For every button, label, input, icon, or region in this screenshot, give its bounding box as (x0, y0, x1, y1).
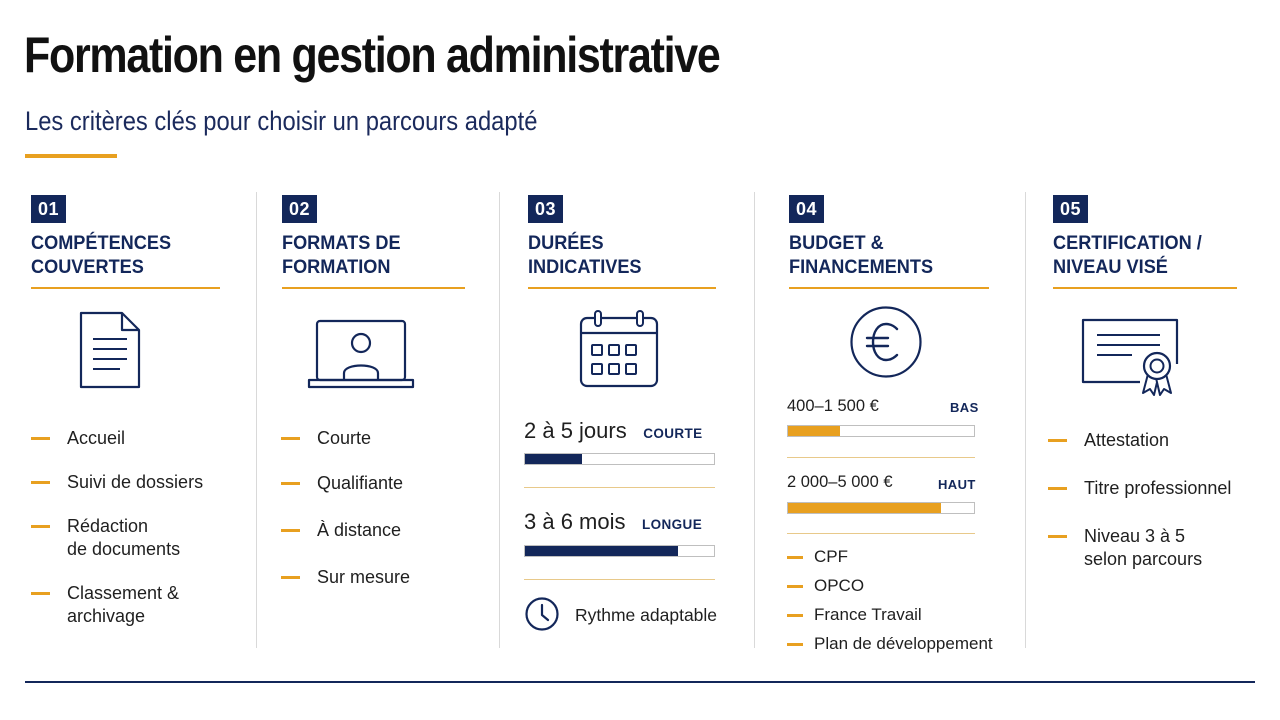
page-subtitle: Les critères clés pour choisir un parcou… (25, 106, 538, 136)
column-number: 02 (282, 195, 318, 223)
column-title: BUDGET & FINANCEMENTS (789, 232, 934, 278)
laptop-user-icon (307, 319, 415, 389)
column-formats: 02 FORMATS DE FORMATION (282, 195, 409, 279)
separator (787, 457, 975, 458)
duration-short: 2 à 5 jours COURTE (524, 418, 703, 444)
column-divider (754, 192, 755, 648)
list-item: Niveau 3 à 5 (1048, 525, 1231, 548)
title-accent-line (25, 154, 117, 158)
column-divider (256, 192, 257, 648)
budget-high-tag: HAUT (938, 477, 976, 492)
list-item-continuation: archivage (67, 606, 146, 626)
budget-high-bar (787, 502, 975, 514)
euro-icon (850, 306, 922, 378)
separator (524, 579, 715, 580)
competences-list: Accueil Suivi de dossiers Rédaction de d… (31, 427, 203, 628)
list-item: À distance (281, 519, 410, 542)
bar-fill (525, 454, 582, 464)
list-item: Sur mesure (281, 566, 410, 589)
duration-tag: LONGUE (641, 517, 703, 532)
column-durees: 03 DURÉES INDICATIVES (528, 195, 650, 279)
formats-list: Courte Qualifiante À distance Sur mesure (281, 427, 410, 589)
bar-fill (525, 546, 679, 556)
column-number: 04 (789, 195, 825, 223)
duration-value: 3 à 6 mois (524, 509, 626, 534)
list-item-continuation: de documents (67, 539, 181, 559)
clock-icon (525, 597, 559, 631)
duration-value: 2 à 5 jours (524, 418, 627, 443)
funding-list: CPF OPCO France Travail Plan de développ… (787, 542, 993, 658)
budget-high-range: 2 000–5 000 € (787, 473, 893, 491)
list-item: Suivi de dossiers (31, 471, 203, 494)
column-title: CERTIFICATION / NIVEAU VISÉ (1053, 232, 1202, 278)
column-rule (1053, 287, 1237, 289)
rhythm-label: Rythme adaptable (575, 605, 718, 625)
column-rule (282, 287, 465, 289)
bottom-rule (25, 681, 1255, 683)
list-item: Rédaction (31, 515, 203, 538)
duration-long-bar (524, 545, 715, 557)
column-divider (1025, 192, 1026, 648)
duration-short-bar (524, 453, 715, 465)
list-item: Plan de développement (787, 629, 993, 658)
budget-low-bar (787, 425, 975, 437)
budget-low-tag: BAS (950, 400, 979, 415)
column-number: 01 (31, 195, 67, 223)
list-item: Classement & (31, 582, 203, 605)
column-competences: 01 COMPÉTENCES COUVERTES (31, 195, 182, 279)
list-item: Courte (281, 427, 410, 450)
list-item-continuation: selon parcours (1084, 549, 1203, 569)
column-number: 05 (1053, 195, 1089, 223)
list-item: Titre professionnel (1048, 477, 1231, 500)
column-budget: 04 BUDGET & FINANCEMENTS (789, 195, 944, 279)
bar-fill (788, 426, 841, 436)
list-item: Accueil (31, 427, 203, 450)
page-title: Formation en gestion administrative (24, 27, 721, 83)
certificate-icon (1081, 318, 1179, 396)
list-item: OPCO (787, 571, 993, 600)
duration-long: 3 à 6 mois LONGUE (524, 509, 702, 535)
calendar-icon (579, 310, 659, 388)
certification-list: Attestation Titre professionnel Niveau 3… (1048, 429, 1231, 571)
column-title: FORMATS DE FORMATION (282, 232, 401, 278)
budget-low-range: 400–1 500 € (787, 397, 879, 415)
column-rule (31, 287, 220, 289)
list-item: France Travail (787, 600, 993, 629)
column-number: 03 (528, 195, 564, 223)
bar-fill (788, 503, 941, 513)
list-item: CPF (787, 542, 993, 571)
separator (524, 487, 715, 488)
column-title: DURÉES INDICATIVES (528, 232, 642, 278)
column-rule (528, 287, 716, 289)
duration-tag: COURTE (643, 426, 703, 441)
column-title: COMPÉTENCES COUVERTES (31, 232, 172, 278)
list-item: Qualifiante (281, 472, 410, 495)
list-item: Attestation (1048, 429, 1231, 452)
column-certification: 05 CERTIFICATION / NIVEAU VISÉ (1053, 195, 1213, 279)
column-rule (789, 287, 989, 289)
separator (787, 533, 975, 534)
document-icon (79, 311, 141, 389)
column-divider (499, 192, 500, 648)
